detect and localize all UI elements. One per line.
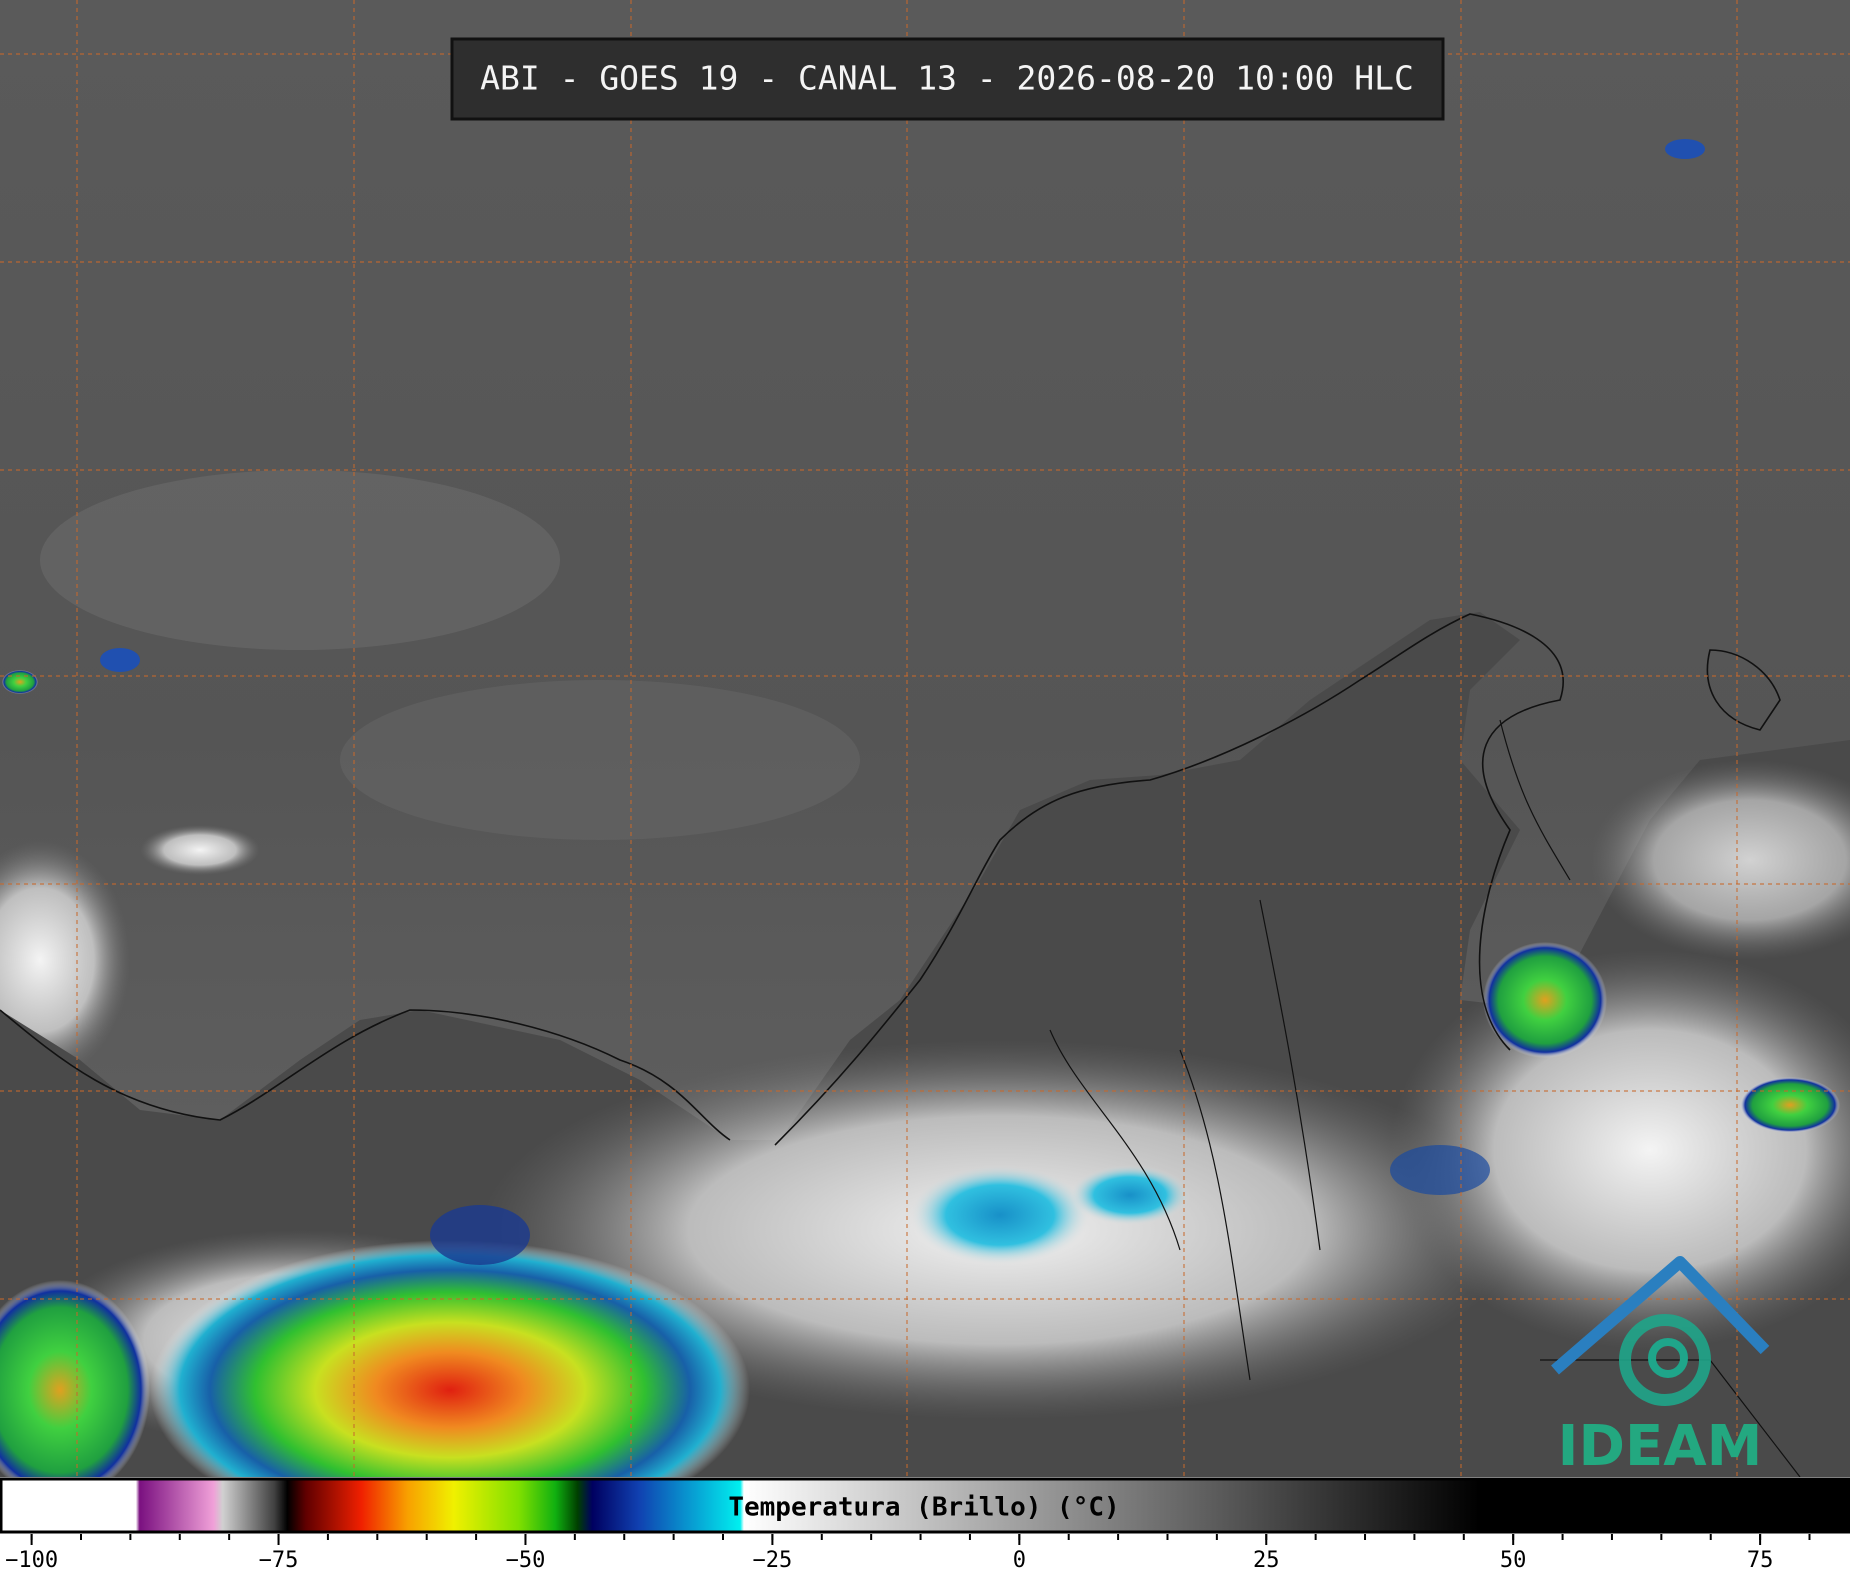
title: ABI - GOES 19 - CANAL 13 - 2026-08-20 10… bbox=[480, 59, 1414, 98]
colorbar: Temperatura (Brillo) (°C) bbox=[0, 1477, 1850, 1534]
title-box bbox=[450, 37, 1445, 121]
tick-label: 50 bbox=[1500, 1548, 1527, 1573]
logo: IDEAM bbox=[1551, 1256, 1770, 1479]
tick-label: 75 bbox=[1747, 1548, 1774, 1573]
satellite-image: IDEAM bbox=[0, 0, 1850, 1479]
colorbar-label: Temperatura (Brillo) (°C) bbox=[728, 1493, 1119, 1523]
tick-label: −75 bbox=[259, 1548, 299, 1573]
tick-label: 0 bbox=[1013, 1548, 1026, 1573]
tick-label: −25 bbox=[753, 1548, 793, 1573]
tick-label: −100 bbox=[5, 1548, 58, 1573]
colorbar-gradient bbox=[0, 1477, 1850, 1534]
tick-label: 25 bbox=[1253, 1548, 1280, 1573]
tick-label: −50 bbox=[506, 1548, 546, 1573]
graticule bbox=[0, 0, 1850, 1477]
logo-text: IDEAM bbox=[1558, 1414, 1763, 1479]
